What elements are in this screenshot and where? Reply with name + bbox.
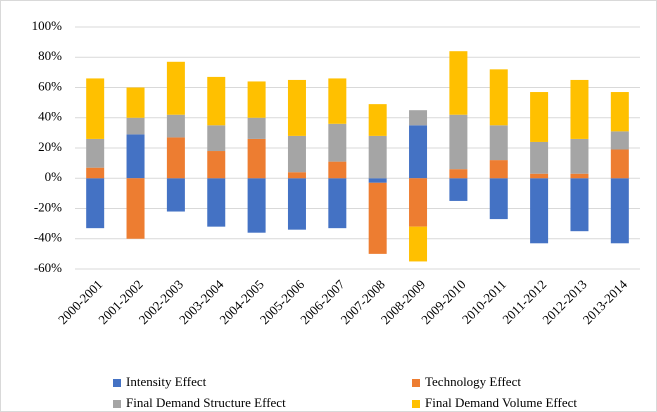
bar [287,135,306,173]
bar [368,135,387,179]
y-tick-label: -60% [34,260,62,275]
bar [610,92,629,132]
bar [610,178,629,244]
bar [328,78,347,124]
bar [166,137,185,179]
bar [449,169,468,179]
legend-swatch [113,400,121,408]
legend-label: Final Demand Volume Effect [425,395,577,410]
legend-label: Final Demand Structure Effect [126,395,286,410]
y-tick-label: -20% [34,199,62,214]
bar [287,172,306,179]
bar [166,114,185,138]
bar [126,87,145,118]
legend-label: Intensity Effect [126,374,207,389]
bar [328,123,347,162]
bar [368,178,387,183]
bar [368,182,387,254]
bar [328,161,347,179]
bar [530,178,549,244]
bar [409,125,428,179]
y-tick-label: -40% [34,230,62,245]
bar [126,178,145,239]
bar [86,138,105,168]
bar [247,117,266,139]
bar [207,125,226,152]
bar [247,138,266,179]
bar [530,173,549,179]
bar [449,51,468,115]
y-tick-label: 80% [38,48,62,63]
legend-swatch [113,379,121,387]
bar [126,117,145,135]
bar [570,138,589,174]
bar [489,160,508,179]
bar [368,104,387,136]
bar [287,79,306,136]
bar [489,125,508,161]
bar [409,178,428,227]
bar [247,178,266,233]
bar [86,78,105,139]
bar [570,178,589,232]
bar [570,173,589,179]
bar [610,131,629,150]
bar [610,149,629,179]
bar [449,178,468,201]
y-tick-label: 60% [38,78,62,93]
y-tick-label: 0% [45,169,63,184]
bar [570,79,589,139]
y-tick-label: 40% [38,109,62,124]
legend-swatch [412,400,420,408]
bar [166,178,185,212]
bar [287,178,306,230]
bar [530,141,549,174]
bar [207,76,226,126]
y-tick-label: 20% [38,139,62,154]
bar [328,178,347,229]
bar [86,167,105,179]
bar [489,69,508,126]
bar [489,178,508,220]
bar [409,226,428,262]
bar [247,81,266,118]
bar [449,114,468,170]
bar [207,178,226,227]
bar [126,134,145,179]
bar [207,151,226,179]
legend-swatch [412,379,420,387]
y-tick-label: 100% [32,18,63,33]
bar [86,178,105,229]
bar [530,92,549,142]
bar [409,110,428,126]
bar [166,61,185,115]
legend-label: Technology Effect [425,374,521,389]
